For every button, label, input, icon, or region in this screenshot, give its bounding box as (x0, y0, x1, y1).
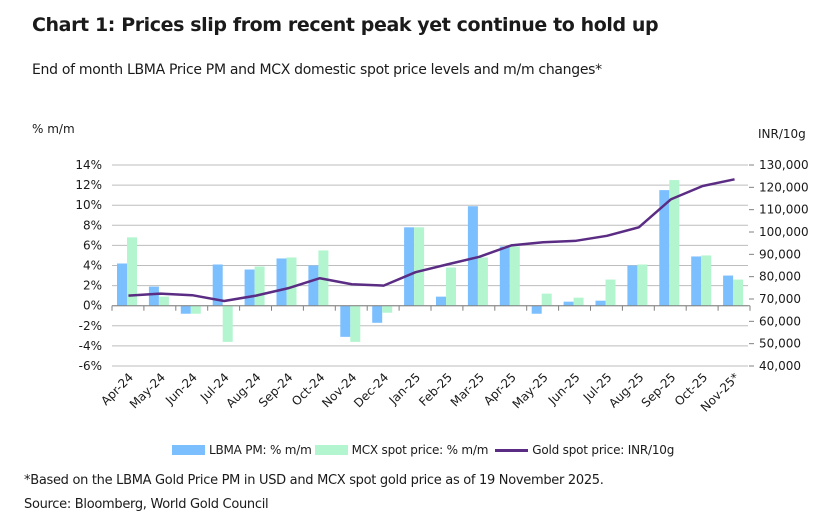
legend-label-mcx: MCX spot price: % m/m (351, 443, 489, 457)
bar-lbma (595, 300, 606, 306)
bar-mcx (254, 266, 265, 306)
legend-item-mcx: MCX spot price: % m/m (314, 443, 489, 457)
legend-swatch-lbma (172, 445, 205, 455)
y-tick-label: 0% (83, 299, 102, 313)
bar-lbma (340, 305, 351, 337)
bar-lbma (308, 265, 319, 306)
legend-label-gold-spot: Gold spot price: INR/10g (532, 443, 675, 457)
x-tick-label: May-24 (127, 370, 168, 411)
bar-lbma (627, 265, 638, 306)
x-axis (111, 305, 751, 311)
y2-tick-label: 50,000 (759, 337, 801, 351)
x-tick-label: Aug-24 (223, 370, 263, 410)
bar-lbma (180, 305, 191, 314)
bar-lbma (436, 296, 446, 306)
y-axis-title: % m/m (32, 122, 75, 136)
bar-mcx (637, 264, 648, 306)
y2-tick-label: 120,000 (759, 180, 809, 194)
y-axis-ticks: 14% 12% 10% 8% 6% 4% 2% 0% -2% -4% -6% (75, 158, 102, 373)
legend-swatch-mcx (314, 445, 348, 455)
bar-lbma (467, 206, 478, 306)
bar-series (117, 180, 744, 342)
y-tick-label: -4% (79, 339, 102, 353)
x-tick-label: Sep-24 (256, 370, 296, 410)
bar-lbma (691, 256, 702, 306)
bar-mcx (382, 305, 393, 313)
y-tick-label: 10% (75, 198, 102, 212)
bar-lbma (723, 275, 734, 306)
bar-lbma (212, 264, 223, 306)
bar-lbma (499, 246, 510, 306)
y2-tick-label: 100,000 (759, 225, 809, 239)
bar-mcx (222, 305, 233, 342)
legend-item-lbma: LBMA PM: % m/m (172, 443, 312, 457)
x-tick-label: Jan-25 (386, 370, 424, 408)
bar-mcx (477, 257, 488, 306)
legend-item-gold-spot: Gold spot price: INR/10g (491, 443, 674, 457)
x-axis-labels: Apr-24May-24Jun-24Jul-24Aug-24Sep-24Oct-… (98, 370, 742, 414)
y-tick-label: 4% (83, 259, 102, 273)
y2-tick-label: 110,000 (759, 203, 809, 217)
bar-mcx (127, 237, 137, 306)
y-tick-label: 12% (75, 178, 102, 192)
bar-mcx (605, 279, 616, 306)
bar-mcx (733, 279, 744, 306)
y2-tick-label: 40,000 (759, 359, 801, 373)
y-tick-label: -6% (79, 359, 102, 373)
x-tick-label: Dec-24 (351, 370, 391, 410)
y2-tick-label: 60,000 (759, 314, 801, 328)
x-tick-label: Jun-24 (162, 370, 200, 408)
chart-subtitle: End of month LBMA Price PM and MCX domes… (32, 62, 602, 78)
bar-lbma (372, 305, 383, 323)
bar-mcx (541, 293, 552, 306)
legend-label-lbma: LBMA PM: % m/m (209, 443, 312, 457)
source-note: Source: Bloomberg, World Gold Council (24, 497, 269, 512)
y2-tick-label: 90,000 (759, 247, 801, 261)
y-tick-label: 6% (83, 238, 102, 252)
x-tick-label: May-25 (510, 370, 551, 411)
y-tick-label: 2% (83, 279, 102, 293)
bar-mcx (669, 180, 680, 306)
x-tick-label: Feb-25 (416, 370, 455, 409)
y2-tick-label: 80,000 (759, 270, 801, 284)
bar-mcx (350, 305, 361, 342)
y2-tick-label: 130,000 (759, 158, 809, 172)
bar-lbma (148, 286, 159, 306)
bar-mcx (286, 257, 297, 306)
bar-mcx (509, 246, 520, 306)
footnote: *Based on the LBMA Gold Price PM in USD … (24, 473, 604, 488)
y2-tick-label: 70,000 (759, 292, 801, 306)
bar-lbma (404, 227, 415, 306)
bar-lbma (531, 305, 542, 314)
bar-mcx (573, 297, 584, 306)
bar-mcx (701, 255, 712, 306)
y-tick-label: 14% (75, 158, 102, 172)
bar-lbma (563, 301, 574, 306)
bar-lbma (117, 263, 127, 306)
bar-lbma (276, 258, 287, 306)
gridlines (112, 164, 748, 367)
bar-lbma (659, 190, 670, 306)
y2-axis-ticks: 130,000 120,000 110,000 100,000 90,000 80,000… (749, 158, 809, 373)
bar-lbma (244, 269, 255, 306)
x-tick-label: Jun-25 (545, 370, 583, 408)
legend: LBMA PM: % m/m MCX spot price: % m/m Gol… (172, 443, 677, 457)
x-tick-label: Aug-25 (606, 370, 646, 410)
bar-mcx (190, 305, 201, 314)
chart-title: Chart 1: Prices slip from recent peak ye… (32, 14, 659, 36)
bar-mcx (414, 227, 425, 306)
bar-mcx (446, 267, 456, 306)
bar-mcx (158, 296, 169, 306)
y-tick-label: 8% (83, 218, 102, 232)
line-series (128, 178, 735, 303)
line-gold-spot (128, 178, 735, 303)
chart-canvas: % m/m INR/10g 14% 12% 10% 8% 6% 4% 2% 0% -2% -4% -… (32, 122, 809, 415)
x-tick-label: Mar-25 (448, 370, 487, 409)
x-tick-label: Sep-25 (639, 370, 679, 410)
y2-axis-title: INR/10g (758, 127, 806, 141)
x-tick-label: Nov-24 (319, 370, 359, 410)
legend-swatch-gold-spot (495, 448, 529, 452)
y-tick-label: -2% (79, 319, 102, 333)
